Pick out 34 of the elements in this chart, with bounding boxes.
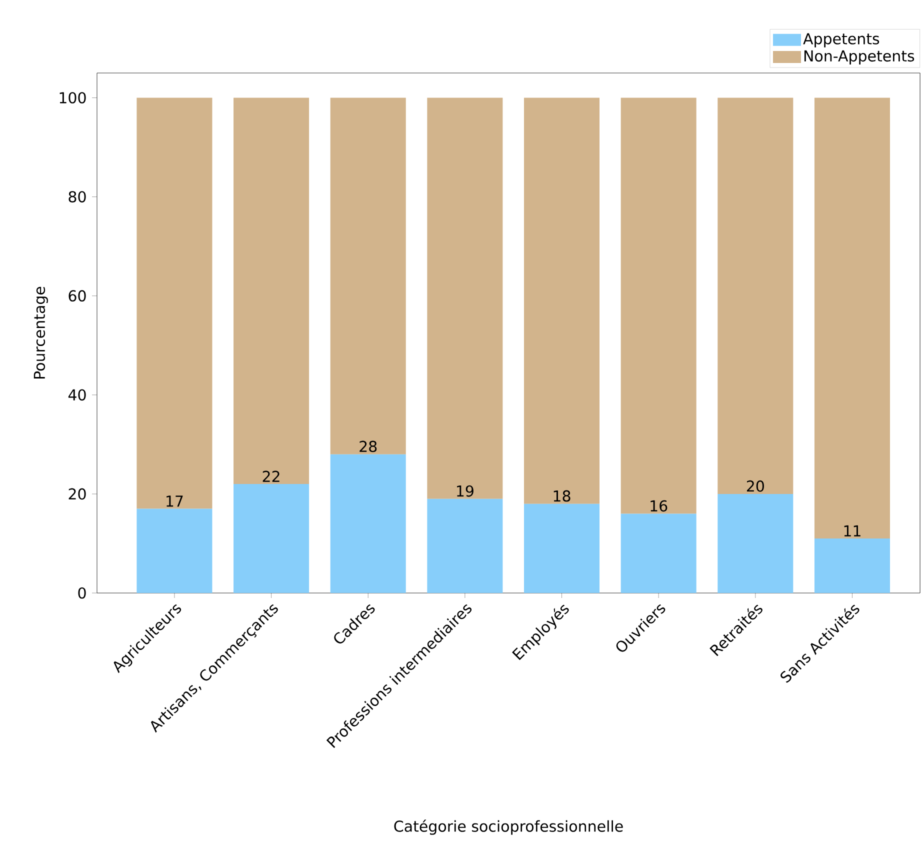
data-label: 17 — [166, 496, 183, 507]
bar — [136, 98, 212, 509]
y-tick-label: 100 — [60, 92, 86, 104]
y-tick-label: 60 — [68, 290, 86, 302]
y-tick-label: 20 — [68, 488, 86, 500]
y-tick-label: 80 — [68, 191, 86, 202]
bar — [524, 504, 600, 593]
legend-label: Appetents — [803, 33, 880, 48]
bar — [620, 98, 696, 514]
bar — [718, 494, 794, 593]
bar — [814, 98, 890, 539]
bar — [330, 98, 406, 454]
bar — [814, 538, 890, 593]
data-label: 28 — [360, 440, 377, 452]
y-tick-label: 0 — [78, 587, 86, 599]
y-axis-title: Pourcentage — [34, 286, 48, 378]
data-label: 22 — [262, 470, 280, 482]
bar — [524, 98, 600, 504]
data-label: 16 — [650, 500, 668, 512]
bar — [718, 98, 794, 494]
data-label: 19 — [457, 485, 474, 497]
data-label: 20 — [746, 480, 764, 492]
legend-label: Non-Appetents — [804, 50, 914, 64]
bar — [136, 508, 212, 593]
bar — [330, 454, 406, 593]
bar — [234, 98, 310, 484]
x-axis-title: Catégorie socioprofessionnelle — [394, 820, 623, 835]
bar — [427, 98, 503, 499]
data-label: 18 — [554, 490, 570, 502]
data-label: 11 — [844, 525, 860, 536]
bar — [234, 484, 310, 593]
bar — [620, 514, 696, 593]
bar — [427, 498, 503, 593]
y-tick-label: 40 — [68, 389, 86, 401]
